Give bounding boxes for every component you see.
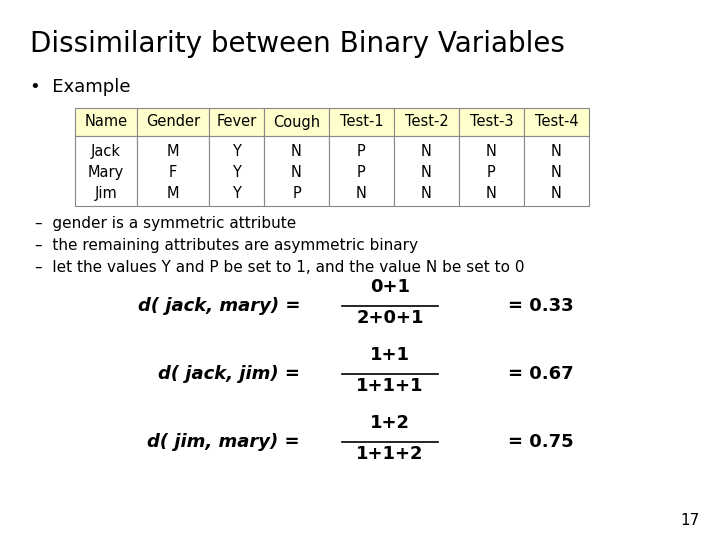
Bar bbox=[209, 136, 264, 206]
Text: P: P bbox=[357, 144, 366, 159]
Text: 1+1+2: 1+1+2 bbox=[356, 445, 424, 463]
Text: N: N bbox=[356, 186, 367, 201]
Text: Test-4: Test-4 bbox=[535, 114, 578, 130]
Text: Test-2: Test-2 bbox=[405, 114, 449, 130]
Text: N: N bbox=[551, 186, 562, 201]
Text: P: P bbox=[292, 186, 301, 201]
Text: = 0.75: = 0.75 bbox=[508, 433, 574, 451]
Text: 2+0+1: 2+0+1 bbox=[356, 309, 424, 327]
Bar bbox=[459, 108, 524, 136]
Text: 1+1: 1+1 bbox=[370, 346, 410, 364]
Bar bbox=[75, 108, 137, 136]
Text: Test-3: Test-3 bbox=[469, 114, 513, 130]
Text: Jack: Jack bbox=[91, 144, 121, 159]
Text: •  Example: • Example bbox=[30, 78, 130, 96]
Text: Mary: Mary bbox=[88, 165, 124, 180]
Text: N: N bbox=[421, 186, 432, 201]
Bar bbox=[264, 108, 329, 136]
Text: –  gender is a symmetric attribute: – gender is a symmetric attribute bbox=[35, 216, 296, 231]
Text: N: N bbox=[291, 144, 302, 159]
Bar bbox=[459, 136, 524, 206]
Text: N: N bbox=[291, 165, 302, 180]
Text: d( jack, mary) =: d( jack, mary) = bbox=[138, 297, 300, 315]
Text: 1+1+1: 1+1+1 bbox=[356, 377, 424, 395]
Text: = 0.33: = 0.33 bbox=[508, 297, 574, 315]
Bar bbox=[524, 108, 589, 136]
Text: = 0.67: = 0.67 bbox=[508, 365, 574, 383]
Text: 0+1: 0+1 bbox=[370, 278, 410, 296]
Text: N: N bbox=[486, 144, 497, 159]
Text: N: N bbox=[551, 165, 562, 180]
Text: M: M bbox=[167, 144, 179, 159]
Text: 17: 17 bbox=[680, 513, 700, 528]
Text: Cough: Cough bbox=[273, 114, 320, 130]
Text: Gender: Gender bbox=[146, 114, 200, 130]
Text: Jim: Jim bbox=[94, 186, 117, 201]
Bar bbox=[264, 136, 329, 206]
Text: Test-1: Test-1 bbox=[340, 114, 383, 130]
Bar bbox=[524, 136, 589, 206]
Text: P: P bbox=[357, 165, 366, 180]
Text: d( jim, mary) =: d( jim, mary) = bbox=[148, 433, 300, 451]
Text: Name: Name bbox=[84, 114, 127, 130]
Bar bbox=[209, 108, 264, 136]
Text: 1+2: 1+2 bbox=[370, 414, 410, 432]
Bar bbox=[137, 136, 209, 206]
Text: F: F bbox=[169, 165, 177, 180]
Bar bbox=[394, 108, 459, 136]
Text: N: N bbox=[551, 144, 562, 159]
Text: Fever: Fever bbox=[217, 114, 256, 130]
Text: Y: Y bbox=[232, 186, 241, 201]
Text: N: N bbox=[486, 186, 497, 201]
Bar bbox=[394, 136, 459, 206]
Bar bbox=[137, 108, 209, 136]
Text: d( jack, jim) =: d( jack, jim) = bbox=[158, 365, 300, 383]
Bar bbox=[329, 108, 394, 136]
Text: Y: Y bbox=[232, 144, 241, 159]
Bar bbox=[75, 136, 137, 206]
Text: N: N bbox=[421, 144, 432, 159]
Text: –  let the values Y and P be set to 1, and the value N be set to 0: – let the values Y and P be set to 1, an… bbox=[35, 260, 524, 275]
Text: –  the remaining attributes are asymmetric binary: – the remaining attributes are asymmetri… bbox=[35, 238, 418, 253]
Text: Y: Y bbox=[232, 165, 241, 180]
Text: P: P bbox=[487, 165, 496, 180]
Text: Dissimilarity between Binary Variables: Dissimilarity between Binary Variables bbox=[30, 30, 565, 58]
Text: M: M bbox=[167, 186, 179, 201]
Bar bbox=[329, 136, 394, 206]
Text: N: N bbox=[421, 165, 432, 180]
